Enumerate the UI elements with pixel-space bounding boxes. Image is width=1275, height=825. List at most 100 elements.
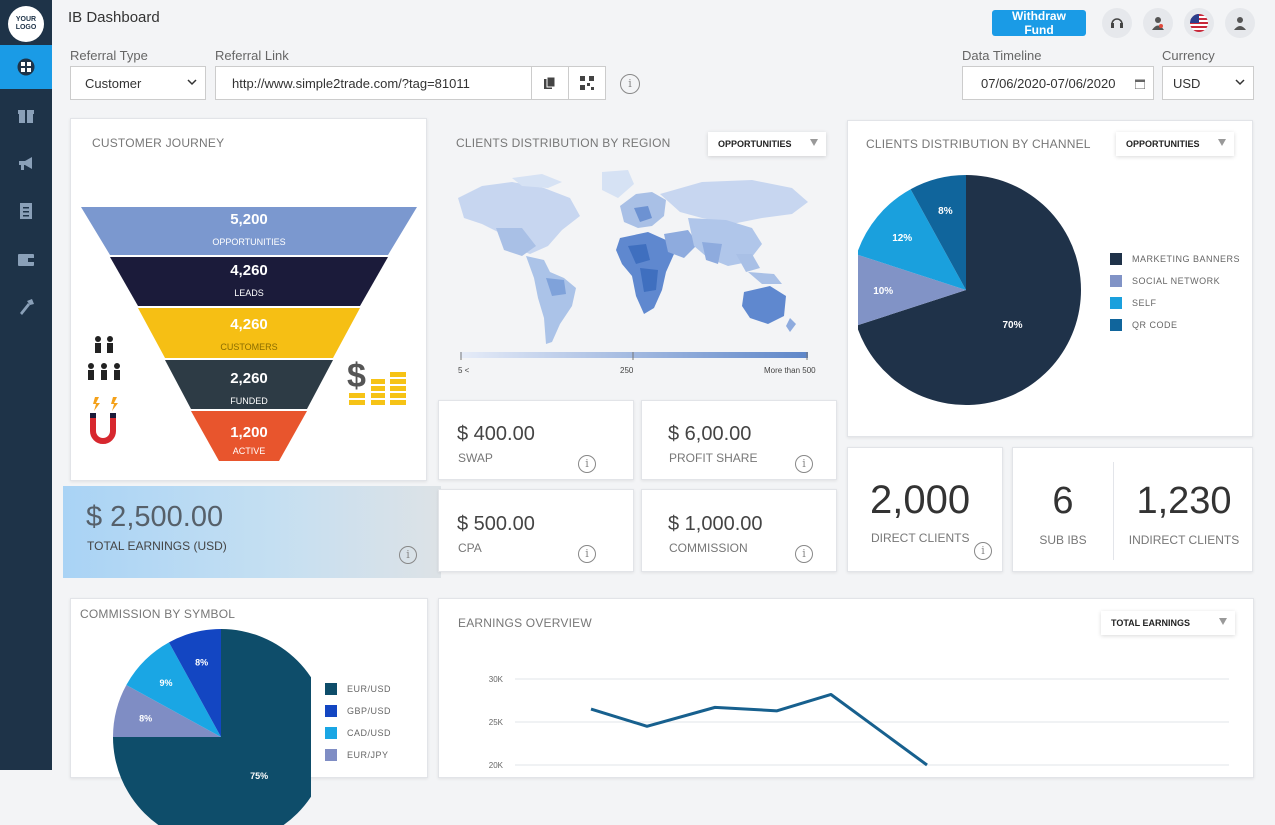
direct-clients-value: 2,000 [870, 478, 971, 522]
channel-slice-label: 8% [938, 206, 953, 217]
channel-legend-item[interactable]: SELF [1110, 297, 1157, 309]
alerts-button[interactable] [1143, 8, 1173, 38]
funnel-stage-active [191, 411, 307, 461]
symbol-slice-gbp-usd[interactable] [168, 629, 221, 737]
earnings-info-icon[interactable]: i [399, 546, 417, 564]
calendar-icon [1135, 79, 1145, 89]
swap-value: $ 400.00 [457, 423, 535, 445]
earnings-overview-card: EARNINGS OVERVIEW TOTAL EARNINGS 30K 25K 2… [438, 598, 1254, 778]
chevron-down-icon [187, 79, 197, 86]
sub-ibs-label: SUB IBS [1039, 533, 1087, 547]
logo[interactable]: YOUR LOGO [8, 6, 44, 42]
symbol-slice-label: 9% [160, 678, 173, 688]
channel-slice-social-network[interactable] [858, 254, 966, 326]
sidebar-item-dashboard[interactable] [0, 45, 52, 89]
funnel-stage-opportunities [81, 207, 417, 255]
total-earnings-card: $ 2,500.00 TOTAL EARNINGS (USD) i [63, 486, 441, 578]
customer-journey-title: CUSTOMER JOURNEY [92, 136, 225, 150]
symbol-slice-label: 75% [250, 771, 268, 781]
map-scale-bar [460, 352, 808, 360]
profit-share-label: PROFIT SHARE [669, 451, 758, 465]
sidebar: YOUR LOGO [0, 0, 52, 770]
channel-filter-dropdown[interactable]: OPPORTUNITIES [1116, 132, 1234, 156]
swap-card: $ 400.00 SWAP i [438, 400, 634, 480]
y-tick-label: 30K [489, 675, 504, 684]
funnel-value-funded: 2,260 [230, 370, 268, 387]
referral-info-icon[interactable]: i [620, 74, 640, 94]
headset-icon [1111, 18, 1123, 28]
channel-legend-label: MARKETING BANNERS [1132, 254, 1241, 264]
referral-type-value: Customer [85, 75, 142, 91]
direct-clients-label: DIRECT CLIENTS [871, 531, 970, 545]
symbol-slice-cad-usd[interactable] [126, 642, 221, 737]
cpa-card: $ 500.00 CPA i [438, 489, 634, 572]
symbol-pie-chart: 75% 8% 9% 8% [113, 629, 311, 825]
earnings-overview-title: EARNINGS OVERVIEW [458, 616, 592, 630]
profile-icon [1234, 17, 1246, 30]
customer-journey-card: CUSTOMER JOURNEY 5,200 OPPORTUNITIES 4,2… [70, 118, 427, 481]
channel-legend-item[interactable]: MARKETING BANNERS [1110, 253, 1240, 265]
referral-type-select[interactable]: Customer [70, 66, 206, 100]
symbol-legend-item[interactable]: GBP/USD [325, 705, 391, 717]
funnel-value-active: 1,200 [230, 424, 268, 441]
earnings-series-line[interactable] [590, 692, 928, 767]
sidebar-item-marketing[interactable] [0, 141, 52, 185]
indirect-clients-label: INDIRECT CLIENTS [1128, 533, 1240, 547]
language-button[interactable] [1184, 8, 1214, 38]
commission-symbol-title: COMMISSION BY SYMBOL [80, 607, 236, 621]
support-button[interactable] [1102, 8, 1132, 38]
channel-pie-chart: 70% 10% 12% 8% [858, 175, 1081, 405]
profile-button[interactable] [1225, 8, 1255, 38]
channel-slice-marketing-banners[interactable] [858, 175, 1081, 405]
symbol-legend-item[interactable]: EUR/USD [325, 683, 391, 695]
earnings-filter-value: TOTAL EARNINGS [1111, 618, 1191, 628]
map-scale-mid: 250 [620, 366, 634, 375]
channel-legend-item[interactable]: SOCIAL NETWORK [1110, 275, 1220, 287]
indirect-clients-value: 1,230 [1136, 480, 1232, 522]
symbol-legend-swatch [325, 749, 337, 761]
sidebar-item-reports[interactable] [0, 189, 52, 233]
sidebar-item-wallet[interactable] [0, 237, 52, 281]
direct-clients-info-icon[interactable]: i [974, 542, 992, 560]
timeline-field[interactable]: 07/06/2020-07/06/2020 [962, 66, 1154, 100]
commission-info-icon[interactable]: i [795, 545, 813, 563]
commission-label: COMMISSION [669, 541, 748, 555]
sidebar-item-rewards[interactable] [0, 93, 52, 137]
symbol-legend-item[interactable]: EUR/JPY [325, 749, 389, 761]
us-flag-icon [1190, 14, 1208, 32]
earnings-filter-dropdown[interactable]: TOTAL EARNINGS [1101, 611, 1235, 635]
cpa-info-icon[interactable]: i [578, 545, 596, 563]
channel-legend-label: SOCIAL NETWORK [1132, 276, 1221, 286]
symbol-legend-item[interactable]: CAD/USD [325, 727, 391, 739]
divider [1113, 462, 1114, 560]
profit-share-info-icon[interactable]: i [795, 455, 813, 473]
document-icon [20, 203, 32, 219]
channel-legend-swatch [1110, 275, 1122, 287]
channel-legend-label: QR CODE [1132, 320, 1178, 330]
commission-card: $ 1,000.00 COMMISSION i [641, 489, 837, 572]
channel-slice-label: 70% [1003, 320, 1023, 331]
svg-text:$: $ [347, 359, 366, 395]
funnel-label-customers: CUSTOMERS [220, 342, 278, 352]
referral-link-value: http://www.simple2trade.com/?tag=81011 [232, 75, 470, 91]
channel-slice-qr-code[interactable] [910, 175, 966, 290]
funnel-label-active: ACTIVE [232, 446, 266, 456]
channel-legend-label: SELF [1132, 298, 1157, 308]
channel-slice-self[interactable] [858, 189, 966, 290]
copy-link-button[interactable] [531, 66, 569, 100]
symbol-slice-eur-jpy[interactable] [113, 684, 221, 737]
user-alert-icon [1152, 17, 1164, 30]
withdraw-fund-button[interactable]: Withdraw Fund [992, 9, 1086, 37]
currency-select[interactable]: USD [1162, 66, 1254, 100]
funnel-label-leads: LEADS [234, 288, 264, 298]
timeline-label: Data Timeline [962, 48, 1042, 63]
channel-filter-value: OPPORTUNITIES [1126, 139, 1200, 149]
world-map[interactable] [452, 168, 812, 350]
sidebar-item-tools[interactable] [0, 285, 52, 329]
qr-code-button[interactable] [568, 66, 606, 100]
swap-info-icon[interactable]: i [578, 455, 596, 473]
region-filter-dropdown[interactable]: OPPORTUNITIES [708, 132, 826, 156]
symbol-legend-swatch [325, 727, 337, 739]
referral-link-field[interactable]: http://www.simple2trade.com/?tag=81011 [215, 66, 532, 100]
channel-legend-item[interactable]: QR CODE [1110, 319, 1178, 331]
